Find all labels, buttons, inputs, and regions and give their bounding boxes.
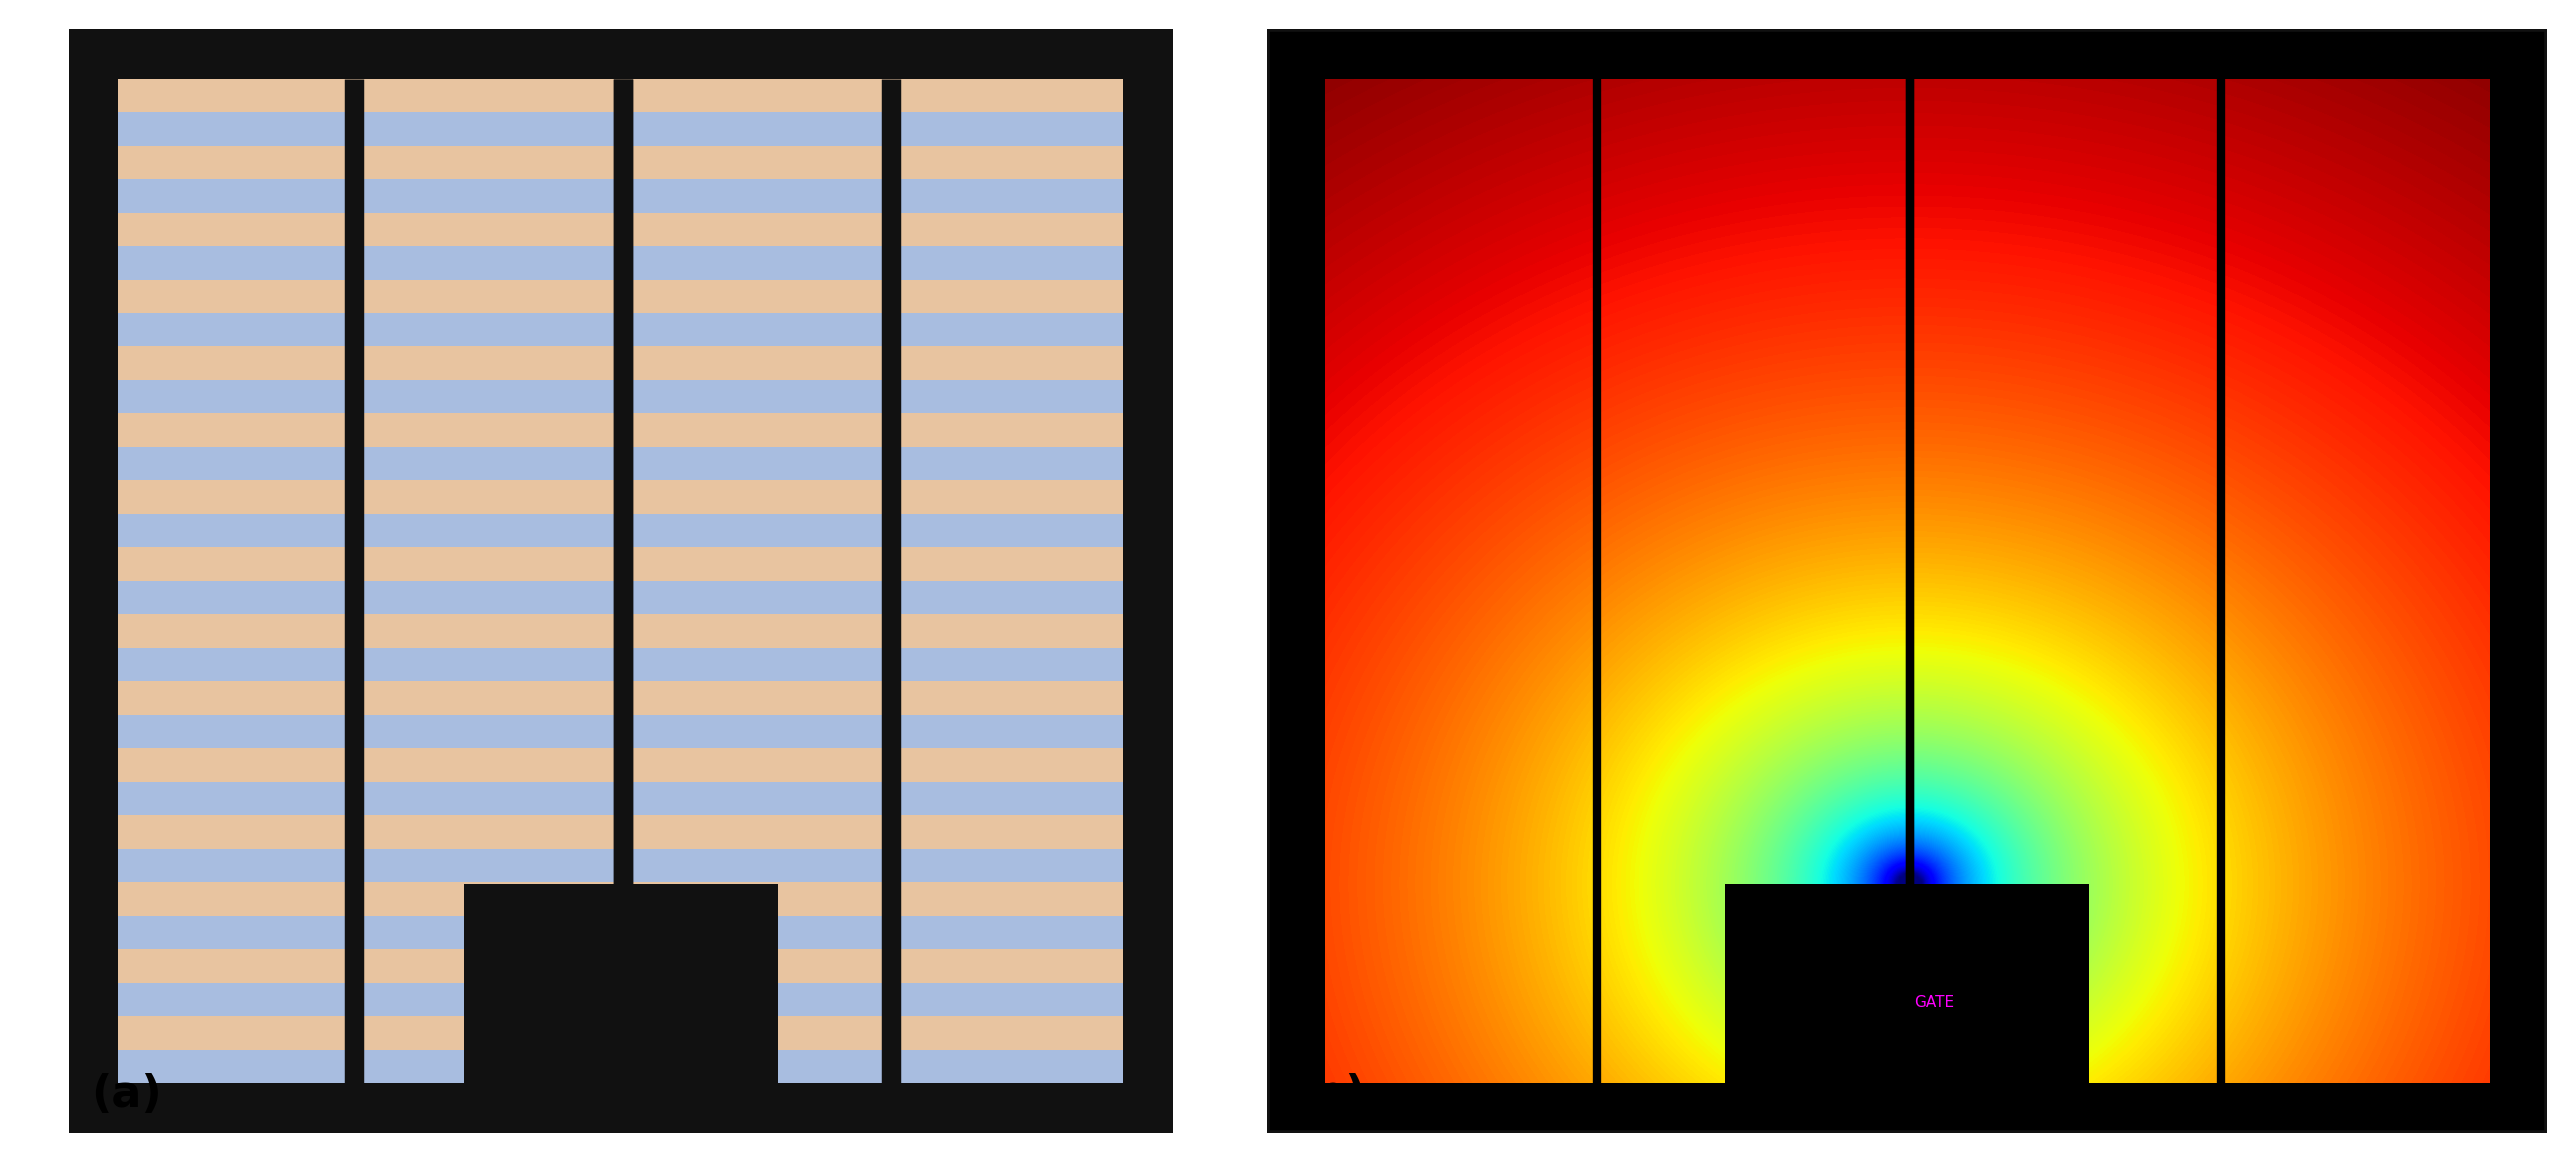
Text: (a): (a) bbox=[92, 1073, 161, 1117]
Bar bbox=[118, 347, 1124, 380]
Bar bbox=[118, 916, 1124, 949]
Bar bbox=[118, 246, 1124, 280]
Bar bbox=[118, 983, 1124, 1016]
Bar bbox=[1725, 884, 2089, 1089]
Bar bbox=[118, 647, 1124, 681]
Bar bbox=[118, 112, 1124, 146]
Bar bbox=[2488, 79, 2547, 1083]
Bar bbox=[118, 882, 1124, 916]
Bar bbox=[118, 748, 1124, 781]
Bar bbox=[118, 849, 1124, 882]
Bar bbox=[118, 681, 1124, 714]
Bar bbox=[118, 781, 1124, 815]
Bar bbox=[118, 1016, 1124, 1050]
Bar bbox=[118, 213, 1124, 246]
Bar bbox=[118, 79, 1124, 112]
Bar bbox=[118, 481, 1124, 514]
Bar bbox=[118, 614, 1124, 647]
Bar bbox=[1267, 79, 1326, 1083]
Bar bbox=[118, 313, 1124, 347]
Bar bbox=[118, 380, 1124, 414]
Bar bbox=[1267, 1083, 2547, 1133]
Bar bbox=[118, 414, 1124, 447]
Bar bbox=[1267, 29, 2547, 79]
Bar bbox=[118, 815, 1124, 849]
Bar bbox=[118, 949, 1124, 983]
Bar bbox=[118, 447, 1124, 481]
Bar bbox=[463, 884, 778, 1089]
Text: (b): (b) bbox=[1293, 1073, 1364, 1117]
Bar bbox=[118, 580, 1124, 614]
Bar bbox=[118, 548, 1124, 580]
Bar bbox=[118, 179, 1124, 213]
Bar bbox=[118, 146, 1124, 179]
Bar bbox=[118, 280, 1124, 313]
Bar bbox=[118, 1050, 1124, 1083]
Text: GATE: GATE bbox=[1915, 995, 1956, 1010]
Bar bbox=[118, 714, 1124, 748]
Bar bbox=[118, 514, 1124, 548]
